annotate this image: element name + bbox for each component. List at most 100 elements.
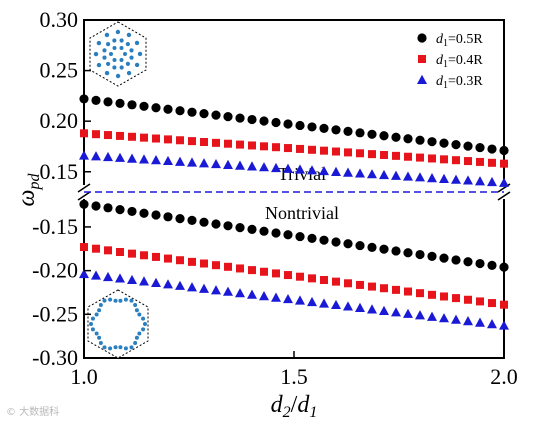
x-axis-title: d2/d1 [271,392,318,421]
inset-dot [125,41,130,47]
data-point-upper-s2 [115,152,125,162]
data-point-upper-s2 [307,165,317,175]
inset-dot [115,29,121,35]
data-point-upper-s1 [212,138,220,147]
x-axis-title-d2: d [271,392,284,418]
inset-dot [119,45,124,50]
data-point-upper-s0 [103,97,113,107]
inset-dot [137,312,142,317]
data-point-lower-s1 [452,294,460,303]
data-point-upper-s1 [488,158,496,167]
inset-top-lattice [89,21,147,87]
data-point-lower-s0 [103,203,113,213]
data-point-lower-s1 [488,299,496,308]
data-point-lower-s2 [295,295,305,305]
data-point-upper-s0 [295,120,305,131]
data-point-upper-s0 [151,103,161,113]
data-point-upper-s0 [367,129,377,139]
data-point-lower-s2 [91,270,101,280]
inset-dot [123,297,128,302]
data-point-lower-s0 [427,251,437,261]
inset-dot [119,38,124,43]
data-point-upper-s0 [127,100,137,110]
data-point-upper-s2 [139,154,149,164]
data-point-lower-s0 [247,224,257,234]
data-point-lower-s0 [439,253,449,263]
data-point-lower-s2 [163,279,173,289]
data-point-lower-s2 [79,268,89,279]
data-point-upper-s0 [403,134,413,144]
x-tick-label: 1.5 [280,364,308,389]
data-point-upper-s0 [331,125,341,135]
inset-dot [108,297,113,302]
data-point-lower-s2 [499,320,509,330]
data-point-lower-s2 [307,296,317,307]
data-point-lower-s1 [176,256,184,265]
data-point-upper-s0 [451,140,461,150]
data-point-upper-s2 [367,169,377,179]
data-point-upper-s1 [380,150,388,159]
data-point-upper-s1 [356,149,364,158]
y-axis-title-main: ω [14,190,40,207]
data-point-lower-s2 [331,299,341,310]
data-point-lower-s2 [211,285,221,295]
data-point-upper-s0 [163,104,173,114]
data-point-lower-s0 [259,226,269,236]
data-point-lower-s2 [283,293,293,304]
inset-dot [129,345,134,350]
y-axis-title: ωpd [14,173,43,207]
data-point-upper-s1 [332,147,340,156]
data-point-lower-s1 [188,257,196,266]
data-point-upper-s0 [283,119,293,129]
data-point-lower-s0 [499,262,509,272]
inset-dot [118,345,123,350]
data-point-upper-s1 [344,148,352,157]
data-point-lower-s2 [415,310,425,320]
data-point-upper-s2 [439,173,449,183]
inset-dot [125,61,131,66]
data-point-upper-s2 [463,175,473,185]
data-point-lower-s0 [319,235,329,245]
data-point-upper-s1 [296,144,304,153]
data-point-lower-s1 [248,266,256,275]
inset-dot [102,48,107,53]
inset-dot [112,65,117,70]
data-point-lower-s2 [259,291,269,301]
data-point-lower-s1 [200,259,208,268]
data-point-upper-s1 [428,154,436,163]
data-point-lower-s0 [475,258,485,269]
data-point-upper-s0 [391,132,401,142]
data-point-upper-s0 [199,109,209,119]
inset-dot [90,327,95,332]
data-point-lower-s1 [476,297,484,306]
data-point-upper-s0 [475,142,485,153]
data-point-upper-s1 [404,152,412,161]
y-tick-label: 0.20 [40,108,79,133]
data-point-upper-s1 [200,137,208,146]
data-point-lower-s1 [404,287,412,296]
inset-dot [118,298,123,303]
data-point-lower-s1 [272,269,280,278]
inset-dot [102,55,107,60]
inset-dot [104,70,110,76]
data-point-lower-s2 [103,271,113,282]
data-point-upper-s1 [416,153,424,162]
inset-dot [129,48,134,53]
data-point-upper-s0 [499,145,509,156]
data-point-upper-s2 [391,170,401,180]
inset-dot [133,341,138,346]
data-point-upper-s0 [91,95,101,105]
data-point-upper-s1 [440,155,448,164]
data-point-lower-s0 [115,205,125,215]
data-point-lower-s0 [151,210,161,220]
data-point-upper-s1 [80,129,88,138]
data-point-upper-s1 [140,133,148,142]
data-point-lower-s0 [235,222,245,233]
data-point-lower-s1 [464,295,472,304]
data-point-lower-s1 [416,289,424,298]
inset-dot [119,65,124,70]
data-point-upper-s2 [151,155,161,165]
data-point-upper-s0 [427,137,437,147]
data-point-lower-s2 [463,316,473,326]
data-point-upper-s0 [307,122,317,132]
